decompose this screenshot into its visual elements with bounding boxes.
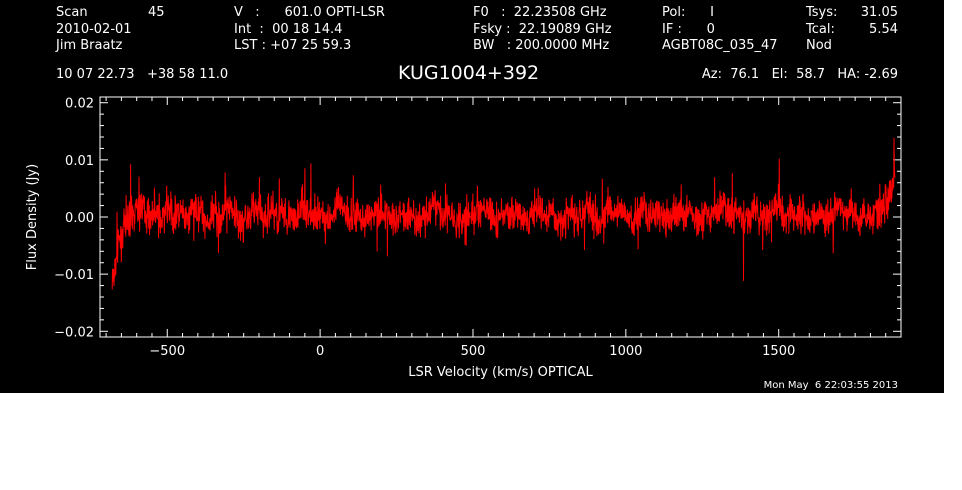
observer-name: Jim Braatz — [56, 38, 123, 53]
project-id: AGBT08C_035_47 — [662, 38, 778, 53]
az-el-ha: Az: 76.1 El: 58.7 HA: -2.69 — [701, 67, 898, 82]
if-line: IF : 0 — [662, 22, 715, 37]
source-coords: 10 07 22.73 +38 58 11.0 — [56, 67, 229, 82]
timestamp: Mon May 6 22:03:55 2013 — [763, 380, 898, 391]
pol-line: Pol: I — [662, 5, 714, 20]
int-line: Int : 00 18 14.4 — [234, 22, 343, 37]
tsys-label: Tsys: — [806, 5, 838, 20]
fsky-line: Fsky : 22.19089 GHz — [473, 22, 612, 37]
x-tick-label: 500 — [461, 344, 486, 359]
bw-line: BW : 200.0000 MHz — [473, 38, 610, 53]
y-tick-label: 0.01 — [65, 154, 94, 169]
x-tick-label: −500 — [149, 344, 185, 359]
y-tick-label: −0.01 — [54, 268, 94, 283]
x-tick-label: 1500 — [762, 344, 795, 359]
scan-value: 45 — [148, 5, 165, 20]
source-name: KUG1004+392 — [398, 62, 540, 84]
f0-line: F0 : 22.23508 GHz — [473, 5, 607, 20]
scan-label: Scan — [56, 5, 88, 20]
y-tick-label: −0.02 — [54, 325, 94, 340]
x-axis-label: LSR Velocity (km/s) OPTICAL — [408, 365, 593, 380]
tcal-label: Tcal: — [806, 22, 835, 37]
spectrum-trace — [111, 137, 896, 290]
tsys-value: 31.05 — [860, 5, 898, 20]
x-tick-label: 1000 — [609, 344, 642, 359]
plot-canvas: Scan 45 V : 601.0 OPTI-LSR F0 : 22.23508… — [0, 0, 944, 393]
obs-mode: Nod — [806, 38, 832, 53]
obs-date: 2010-02-01 — [56, 22, 132, 37]
tcal-value: 5.54 — [869, 22, 898, 37]
x-tick-label: 0 — [316, 344, 324, 359]
y-tick-label: 0.00 — [65, 211, 94, 226]
velocity-line: V : 601.0 OPTI-LSR — [234, 5, 385, 20]
spectrum-chart: −500 0 500 1000 1500 −0.02 −0.01 0.00 0.01 0.02 LS… — [25, 96, 902, 380]
lst-line: LST : +07 25 59.3 — [234, 38, 352, 53]
y-tick-label: 0.02 — [65, 97, 94, 112]
y-axis-label: Flux Density (Jy) — [25, 164, 40, 270]
